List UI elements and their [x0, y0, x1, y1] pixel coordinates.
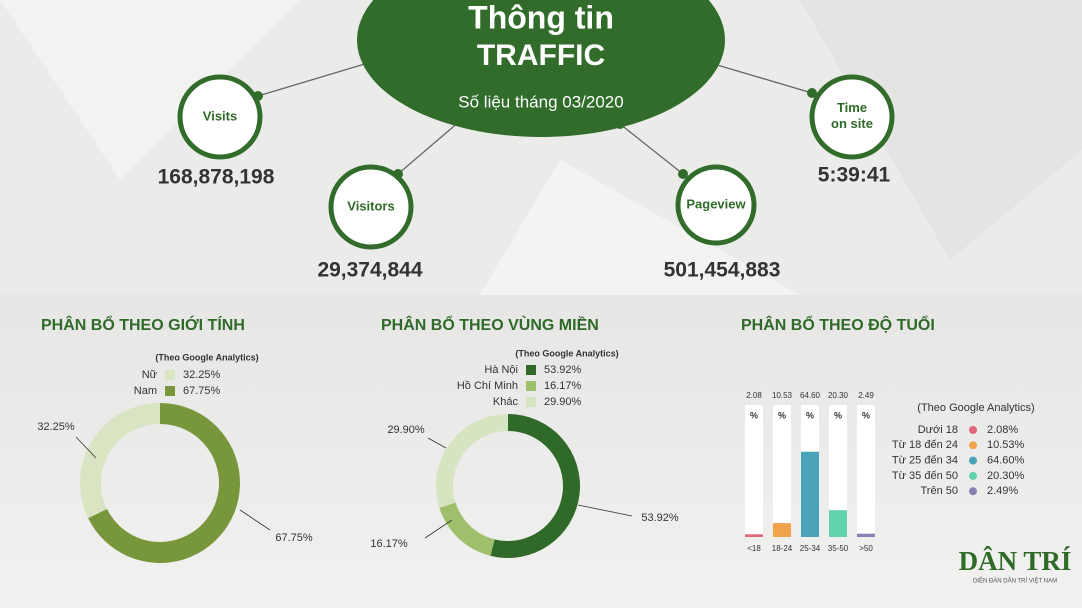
header-title: Thông tin: [468, 0, 614, 35]
data-label: 10.53: [772, 391, 793, 400]
stat-value: 5:39:41: [818, 164, 891, 187]
legend-value: 10.53%: [987, 439, 1025, 451]
header-title: TRAFFIC: [477, 39, 605, 72]
stat-value: 168,878,198: [158, 166, 275, 189]
legend-subtitle: (Theo Google Analytics): [155, 352, 258, 362]
legend-swatch: [526, 381, 536, 391]
bar-unit: %: [750, 410, 758, 420]
bar-track: [829, 405, 847, 537]
legend-dot: [969, 456, 977, 465]
bar: [745, 534, 763, 537]
leader-line: [239, 509, 271, 531]
charts: PHÂN BỔ THEO GIỚI TÍNH (Theo Google Analy…: [37, 315, 1035, 563]
stats: Visits 168,878,198 Visitors 29,374,844 Pagev…: [158, 74, 895, 282]
bar-track: [773, 405, 791, 537]
stat-circle: [809, 74, 895, 160]
bar-unit: %: [806, 410, 814, 420]
legend-dot: [969, 426, 977, 434]
logo-tagline: DIỄN ĐÀN DÂN TRÍ VIỆT NAM: [973, 577, 1057, 585]
decor: [480, 160, 800, 295]
legend-label: Hà Nội: [484, 364, 518, 376]
legend-value: 53.92%: [544, 364, 582, 376]
leader-line: [577, 504, 633, 517]
bar-unit: %: [778, 410, 786, 420]
legend-dot: [969, 441, 977, 450]
x-tick-label: 18-24: [772, 544, 793, 553]
donut-segment: [439, 502, 495, 556]
donut-segment: [490, 414, 580, 558]
chart-title: PHÂN BỔ THEO GIỚI TÍNH: [41, 315, 245, 334]
legend-label: Khác: [493, 396, 519, 408]
legend-subtitle: (Theo Google Analytics): [917, 402, 1034, 414]
stat-circle: [177, 74, 263, 160]
legend-label: Hồ Chí Minh: [457, 380, 518, 392]
legend-label: Từ 18 đến 24: [892, 439, 958, 451]
legend-value: 64.60%: [987, 455, 1025, 467]
legend-label: Nam: [134, 385, 157, 397]
legend-value: 16.17%: [544, 380, 582, 392]
legend-value: 2.08%: [987, 424, 1018, 436]
decor: [0, 0, 300, 180]
legend-dot: [969, 471, 977, 480]
legend-label: Dưới 18: [918, 424, 958, 436]
leader-line: [75, 436, 97, 459]
data-label: 53.92%: [641, 512, 679, 524]
data-label: 67.75%: [275, 532, 313, 544]
legend-swatch: [526, 365, 536, 375]
legend-value: 29.90%: [544, 396, 582, 408]
legend-label: Nữ: [142, 369, 158, 381]
logo: DÂN TRÍ: [959, 546, 1072, 576]
x-tick-label: 25-34: [800, 544, 821, 553]
data-label: 32.25%: [37, 421, 75, 433]
bar-unit: %: [862, 410, 870, 420]
bar: [829, 510, 847, 537]
data-label: 2.08: [746, 391, 762, 400]
stat-circle: [328, 164, 414, 250]
x-tick-label: >50: [859, 544, 873, 553]
legend-value: 20.30%: [987, 470, 1025, 482]
leader-line: [424, 519, 453, 539]
stat-label: Visits: [203, 108, 237, 123]
data-label: 20.30: [828, 391, 849, 400]
legend-dot: [969, 487, 977, 496]
x-tick-label: 35-50: [828, 544, 849, 553]
bar: [857, 533, 875, 537]
decor: [800, 0, 1082, 260]
data-label: 64.60: [800, 391, 821, 400]
x-tick-label: <18: [747, 544, 761, 553]
legend-value: 32.25%: [183, 369, 221, 381]
legend-subtitle: (Theo Google Analytics): [515, 348, 618, 358]
legend-swatch: [526, 397, 536, 407]
data-label: 16.17%: [370, 538, 408, 550]
legend-label: Từ 25 đến 34: [892, 455, 958, 467]
bar: [773, 523, 791, 537]
legend-label: Trên 50: [920, 485, 958, 497]
stat-circle: [675, 164, 757, 246]
leader-line: [427, 437, 447, 449]
donut-segment: [79, 403, 160, 519]
bar-unit: %: [834, 410, 842, 420]
connectors: [257, 59, 813, 175]
legend-swatch: [165, 370, 175, 380]
chart-title: PHÂN BỔ THEO VÙNG MIỀN: [381, 315, 599, 334]
legend-label: Từ 35 đến 50: [892, 470, 958, 482]
data-label: 29.90%: [387, 424, 425, 436]
legend-swatch: [165, 386, 175, 396]
chart-title: PHÂN BỔ THEO ĐỘ TUỔI: [741, 315, 935, 334]
bar-track: [857, 405, 875, 537]
stat-value: 501,454,883: [664, 259, 781, 282]
bar: [801, 451, 819, 537]
stat-value: 29,374,844: [317, 259, 422, 282]
legend-value: 67.75%: [183, 385, 221, 397]
donut-segment: [435, 414, 508, 508]
stat-label: Pageview: [686, 196, 746, 211]
legend-value: 2.49%: [987, 485, 1018, 497]
data-label: 2.49: [858, 391, 874, 400]
stat-label: Time on site: [831, 100, 873, 131]
header-subtitle: Số liệu tháng 03/2020: [458, 92, 623, 111]
bar-track: [745, 405, 763, 537]
header-ellipse: [357, 0, 725, 137]
stat-label: Visitors: [347, 198, 394, 213]
